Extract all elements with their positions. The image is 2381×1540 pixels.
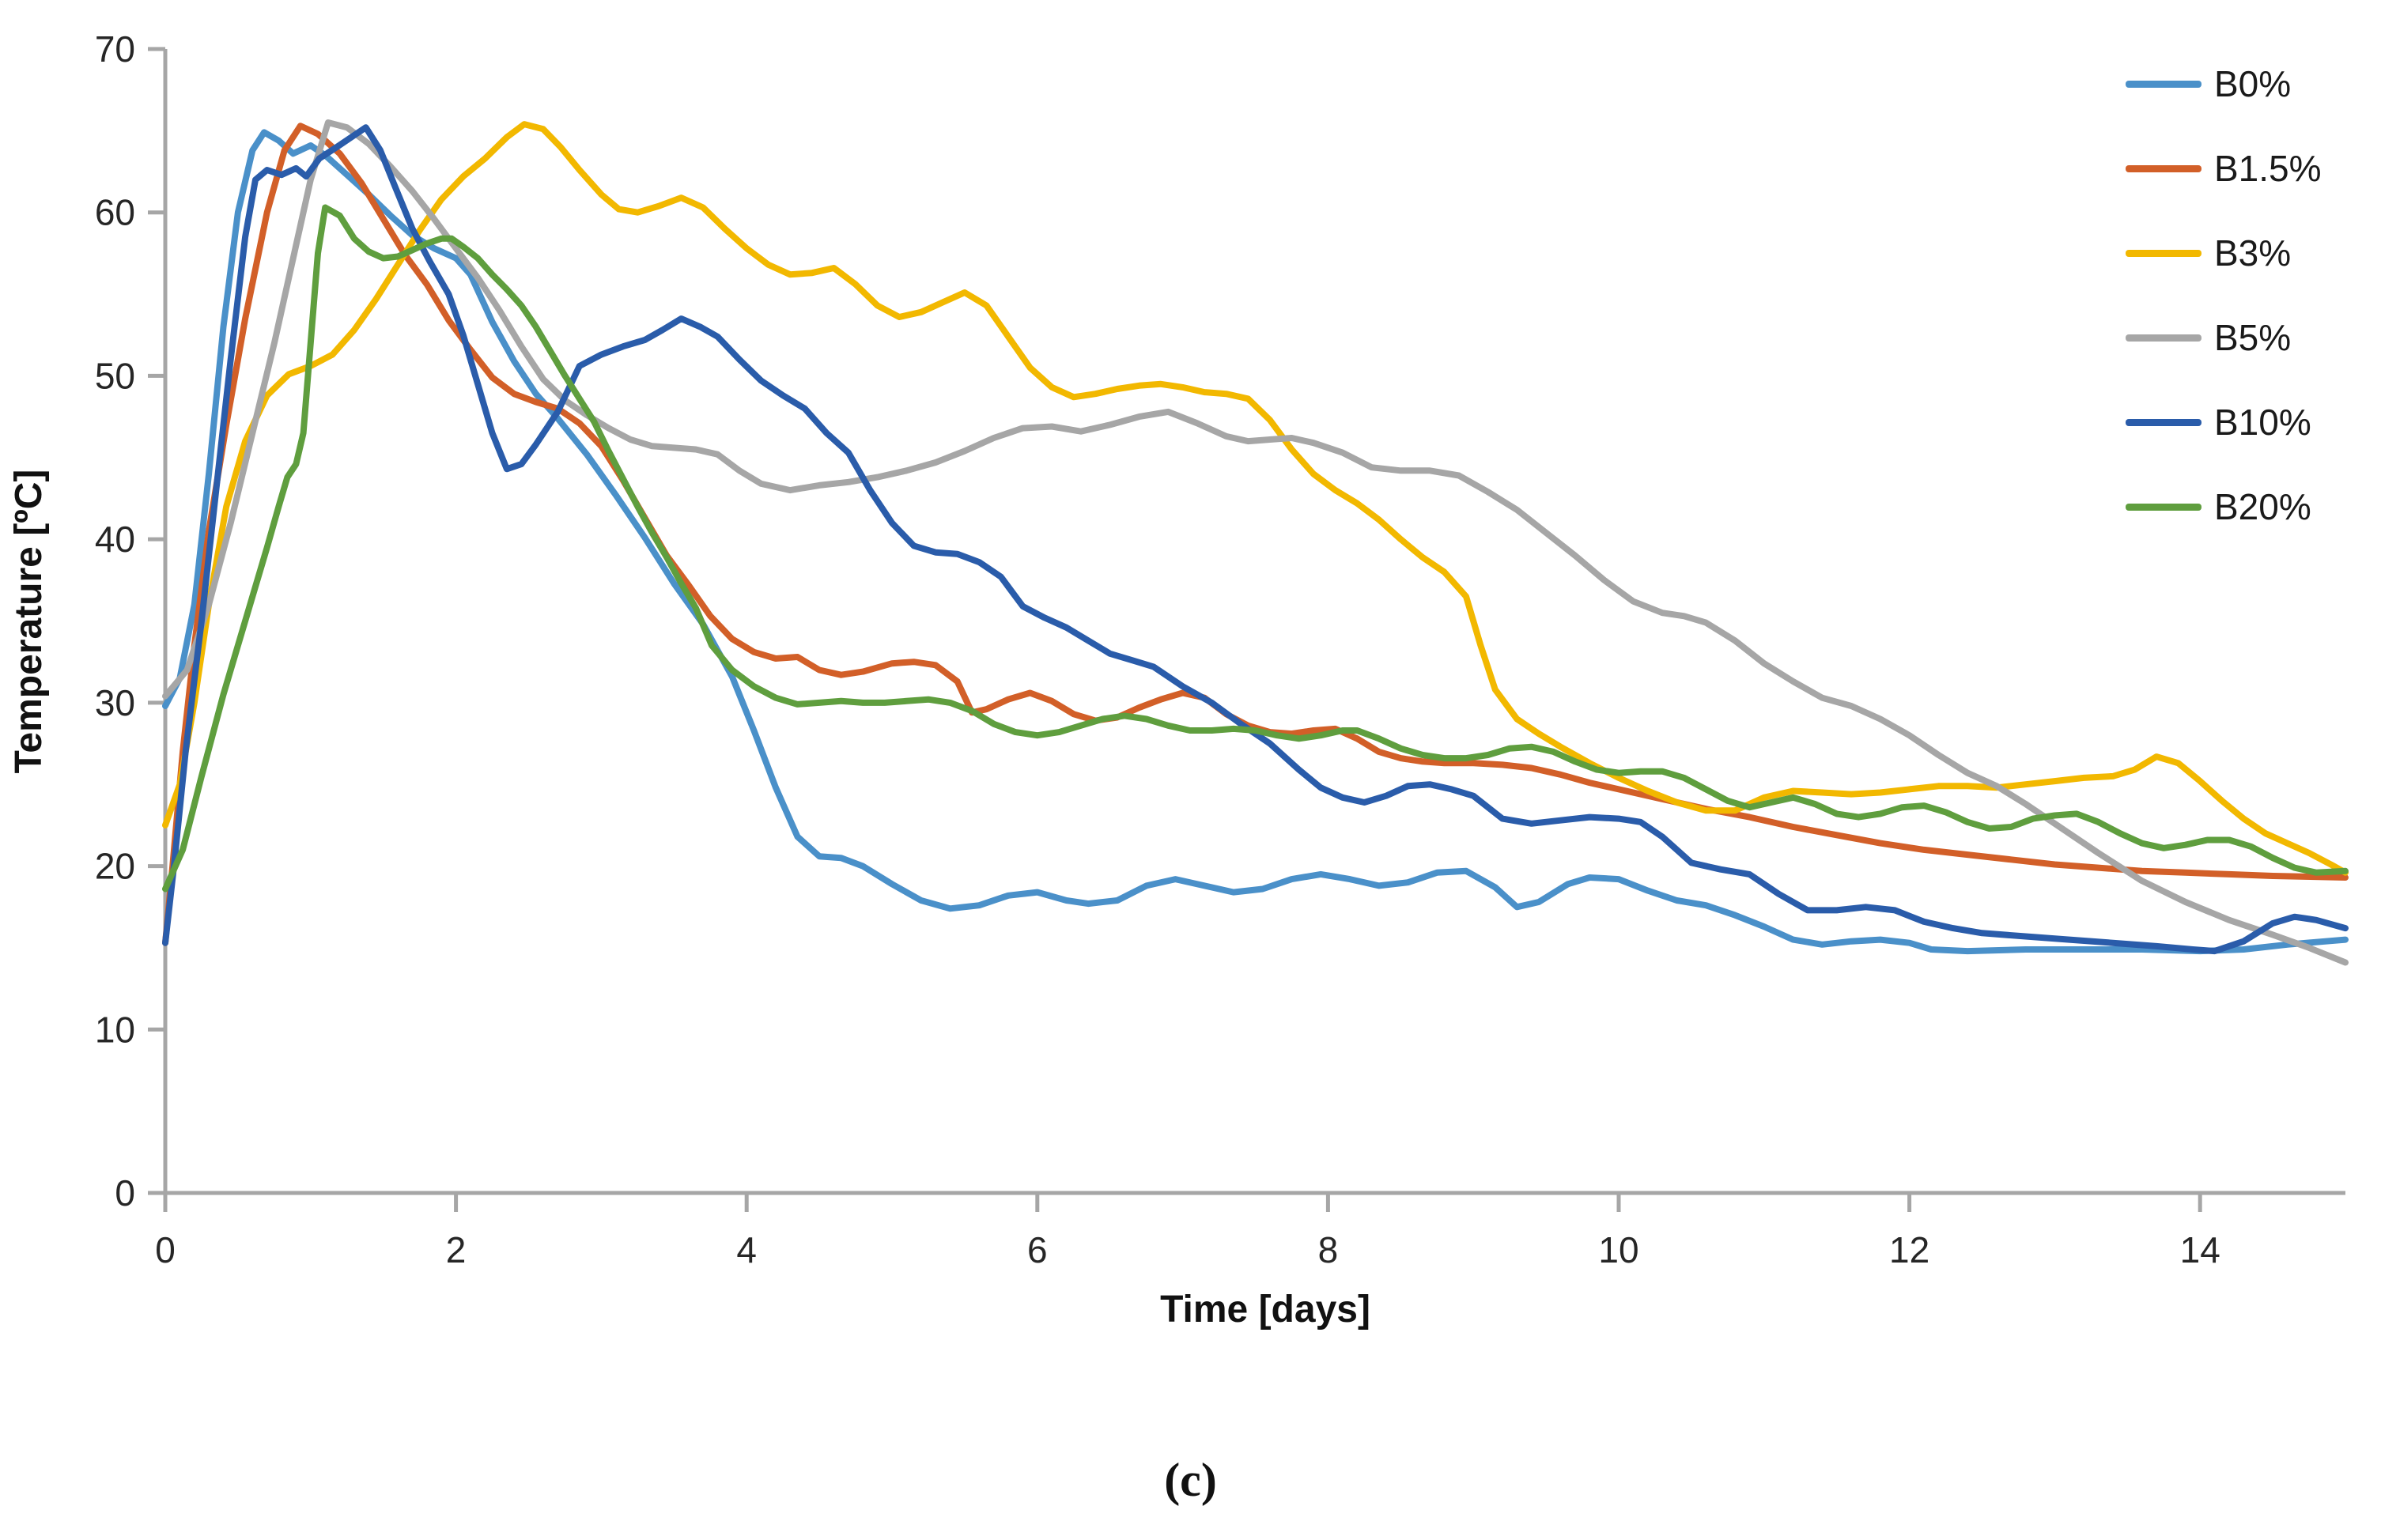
y-tick-label: 50 [95, 355, 135, 396]
y-tick-label: 60 [95, 192, 135, 233]
x-tick-label: 0 [155, 1229, 176, 1270]
legend-line-icon [2126, 418, 2201, 426]
x-tick-label: 4 [736, 1229, 757, 1270]
legend-label: B20% [2214, 486, 2311, 527]
y-tick-label: 20 [95, 846, 135, 887]
y-axis-title: Temperature [ºC] [8, 470, 50, 774]
x-tick-label: 14 [2180, 1229, 2220, 1270]
series-line-B5% [162, 119, 2349, 966]
series-line-B0% [162, 129, 2349, 955]
x-tick-label: 2 [446, 1229, 467, 1270]
legend-line-icon [2126, 80, 2201, 88]
x-axis-title: Time [days] [1160, 1289, 1370, 1331]
series-lines [162, 119, 2349, 966]
y-tick-label: 30 [95, 682, 135, 723]
legend-line-icon [2126, 164, 2201, 172]
x-tick-label: 10 [1598, 1229, 1638, 1270]
legend-label: B1.5% [2214, 148, 2322, 189]
legend-label: B10% [2214, 402, 2311, 443]
legend-item-B5%: B5% [2126, 319, 2322, 357]
legend-line-icon [2126, 249, 2201, 257]
legend-label: B0% [2214, 63, 2292, 104]
legend-item-B3%: B3% [2126, 234, 2322, 272]
legend-line-icon [2126, 334, 2201, 342]
legend: B0% B1.5% B3% B5% B10% B20% [2126, 65, 2322, 572]
axes: 0 10 20 30 40 50 60 70 0 2 4 6 8 10 12 14 [95, 28, 2345, 1270]
legend-item-B10%: B10% [2126, 403, 2322, 441]
legend-label: B3% [2214, 232, 2292, 274]
y-tick-label: 0 [115, 1172, 135, 1214]
y-tick-label: 40 [95, 519, 135, 560]
series-line-B1.5% [162, 123, 2349, 946]
legend-item-B20%: B20% [2126, 488, 2322, 526]
legend-item-B1.5%: B1.5% [2126, 149, 2322, 187]
x-tick-label: 12 [1889, 1229, 1929, 1270]
legend-label: B5% [2214, 317, 2292, 358]
x-tick-label: 8 [1318, 1229, 1339, 1270]
series-line-B3% [162, 121, 2349, 876]
figure-caption: (c) [1164, 1454, 1217, 1506]
y-tick-label: 10 [95, 1009, 135, 1050]
series-line-B20% [162, 204, 2349, 893]
legend-line-icon [2126, 503, 2201, 511]
series-line-B10% [162, 124, 2349, 955]
legend-item-B0%: B0% [2126, 65, 2322, 103]
y-tick-label: 70 [95, 28, 135, 70]
x-tick-label: 6 [1027, 1229, 1048, 1270]
